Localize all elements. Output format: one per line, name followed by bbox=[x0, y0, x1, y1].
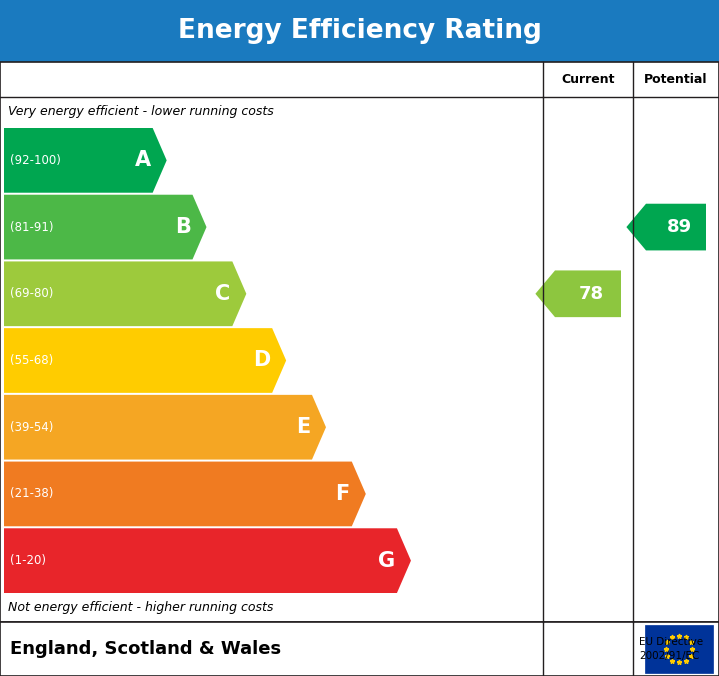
Polygon shape bbox=[4, 462, 366, 527]
Polygon shape bbox=[4, 328, 286, 393]
Text: Energy Efficiency Rating: Energy Efficiency Rating bbox=[178, 18, 541, 44]
Text: F: F bbox=[336, 484, 350, 504]
Polygon shape bbox=[626, 203, 706, 250]
Text: A: A bbox=[134, 150, 151, 170]
Text: (55-68): (55-68) bbox=[10, 354, 53, 367]
Text: 78: 78 bbox=[578, 285, 603, 303]
Text: 89: 89 bbox=[667, 218, 692, 236]
Text: E: E bbox=[296, 417, 310, 437]
Polygon shape bbox=[4, 262, 247, 326]
Text: D: D bbox=[253, 350, 270, 370]
Text: England, Scotland & Wales: England, Scotland & Wales bbox=[10, 640, 281, 658]
Bar bbox=[645, 625, 713, 673]
Polygon shape bbox=[4, 395, 326, 460]
Text: Very energy efficient - lower running costs: Very energy efficient - lower running co… bbox=[8, 105, 274, 118]
Bar bbox=[0, 0, 719, 62]
Polygon shape bbox=[4, 128, 167, 193]
Polygon shape bbox=[536, 270, 621, 317]
Text: Potential: Potential bbox=[644, 73, 707, 86]
Text: B: B bbox=[175, 217, 191, 237]
Text: (81-91): (81-91) bbox=[10, 220, 53, 234]
Text: G: G bbox=[377, 551, 395, 571]
Text: Current: Current bbox=[562, 73, 615, 86]
Text: (69-80): (69-80) bbox=[10, 287, 53, 300]
Polygon shape bbox=[4, 528, 411, 593]
Text: EU Directive
2002/91/EC: EU Directive 2002/91/EC bbox=[639, 637, 703, 660]
Text: C: C bbox=[215, 284, 230, 304]
Polygon shape bbox=[4, 195, 206, 260]
Text: Not energy efficient - higher running costs: Not energy efficient - higher running co… bbox=[8, 602, 273, 614]
Text: (39-54): (39-54) bbox=[10, 420, 53, 434]
Text: (1-20): (1-20) bbox=[10, 554, 46, 567]
Text: (21-38): (21-38) bbox=[10, 487, 53, 500]
Bar bbox=[0, 62, 719, 622]
Bar bbox=[0, 622, 719, 676]
Text: (92-100): (92-100) bbox=[10, 154, 61, 167]
